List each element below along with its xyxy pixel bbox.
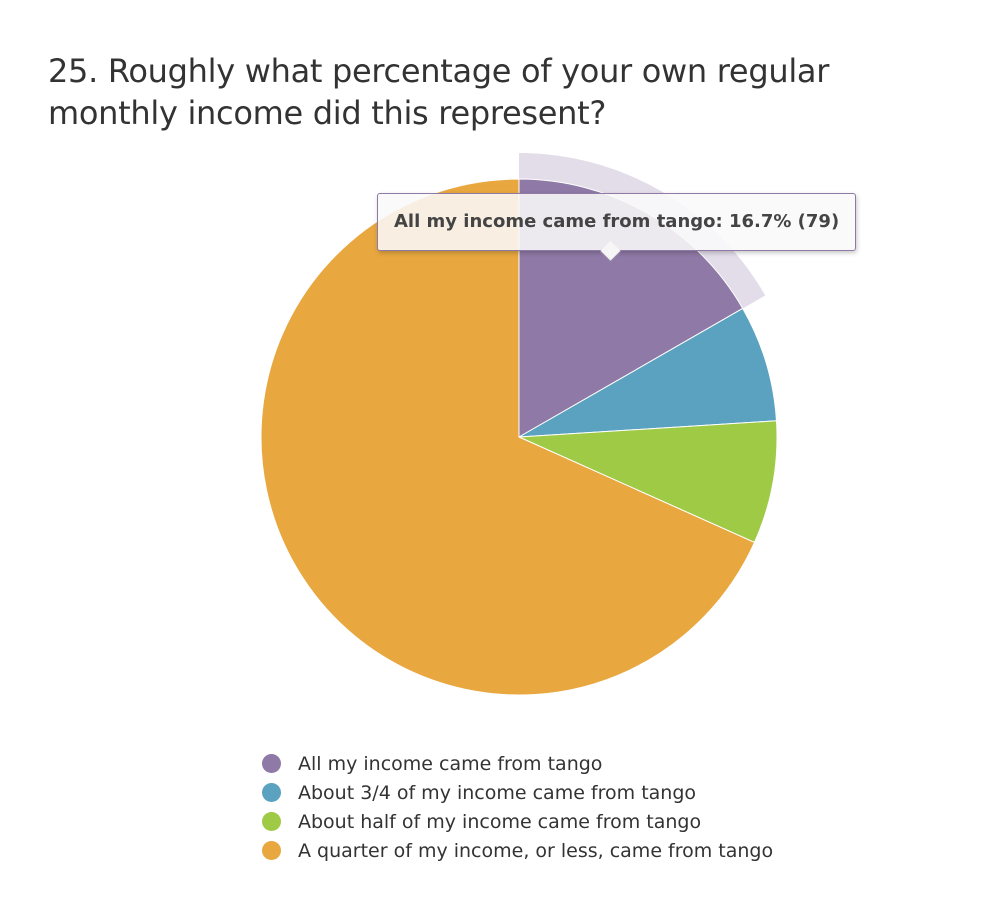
legend-dot-2 [262, 783, 281, 802]
legend-item-3[interactable]: About half of my income came from tango [262, 807, 773, 836]
legend-label-2: About 3/4 of my income came from tango [298, 781, 697, 804]
legend-item-1[interactable]: All my income came from tango [262, 749, 773, 778]
pie-slice-halo [519, 153, 766, 310]
legend-label-4: A quarter of my income, or less, came fr… [298, 839, 774, 862]
slice-tooltip-text: All my income came from tango: 16.7% (79… [394, 211, 840, 232]
slice-hover-halo [519, 153, 766, 310]
pie-slice-3[interactable] [518, 420, 778, 544]
legend-dot-1 [262, 754, 281, 773]
pie-slice-4[interactable] [260, 178, 756, 696]
slice-tooltip: All my income came from tango: 16.7% (79… [377, 193, 857, 263]
pie-slices [260, 178, 778, 696]
chart-title: 25. Roughly what percentage of your own … [48, 52, 830, 132]
legend-item-2[interactable]: About 3/4 of my income came from tango [262, 778, 773, 807]
legend-item-4[interactable]: A quarter of my income, or less, came fr… [262, 836, 773, 865]
pie-slice-2[interactable] [518, 307, 778, 438]
legend-dot-4 [262, 841, 281, 860]
legend-dot-3 [262, 812, 281, 831]
legend-label-3: About half of my income came from tango [298, 810, 702, 833]
chart-legend: All my income came from tango About 3/4 o… [262, 749, 773, 865]
legend-label-1: All my income came from tango [298, 752, 603, 775]
